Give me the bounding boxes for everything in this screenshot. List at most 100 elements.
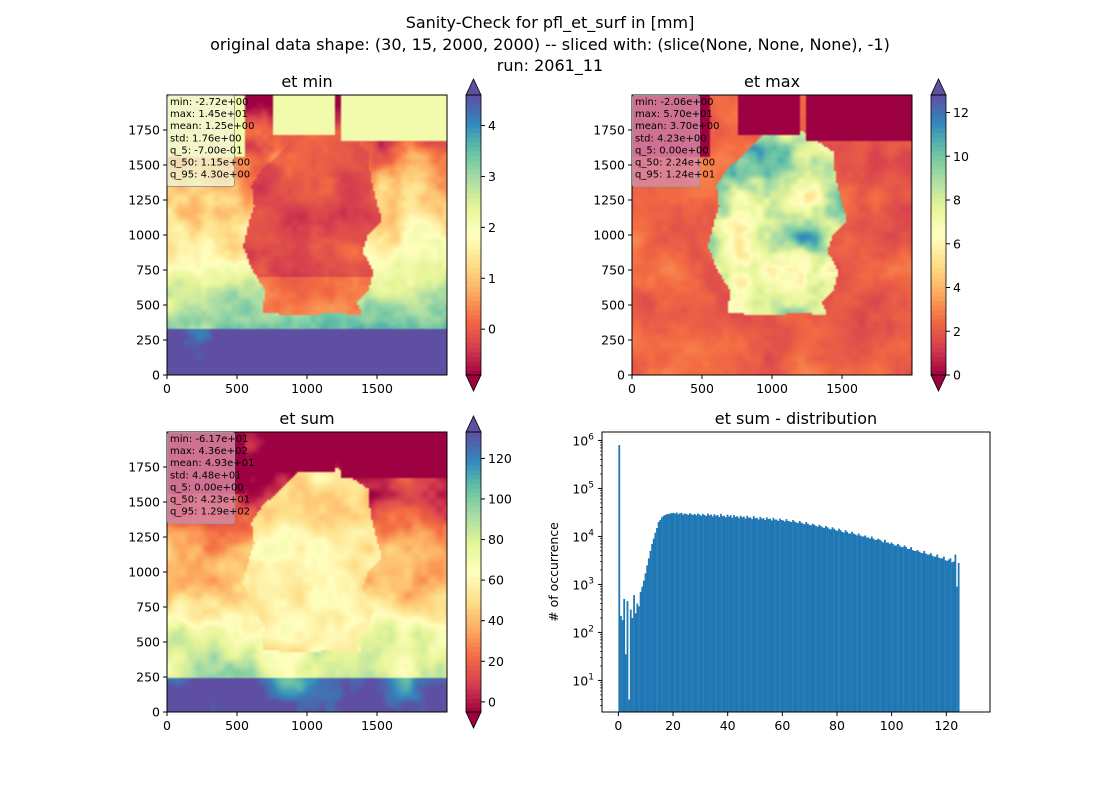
histogram-bar [644, 573, 647, 712]
histogram-bar [762, 518, 765, 712]
histogram-bar [759, 516, 762, 712]
et-min-colorbar-segment [466, 347, 481, 353]
histogram-bar [883, 539, 886, 712]
et-min-colorbar-segment [466, 361, 481, 367]
et-max-colorbar-segment [931, 99, 946, 105]
et-max-colorbar-segment [931, 216, 946, 222]
histogram-bar [710, 514, 712, 712]
histogram-bar [662, 515, 665, 712]
histogram-bar [906, 548, 909, 712]
histogram-bar [754, 518, 757, 712]
et-min-y-tick-label: 1500 [128, 158, 160, 173]
et-sum-x-tick-label: 1000 [291, 718, 323, 733]
histogram-bar [916, 550, 919, 712]
et-min-y-tick-label: 0 [152, 368, 160, 383]
et-max-colorbar-segment [931, 356, 946, 362]
et-max-colorbar-segment [931, 179, 946, 185]
histogram-bar [669, 513, 672, 712]
et-max-colorbar-segment [931, 109, 946, 115]
et-sum-stats-box-bg [167, 432, 235, 524]
et-min-colorbar-segment [466, 370, 481, 376]
et-sum-colorbar-segment [466, 530, 481, 536]
et-sum-colorbar-segment [466, 646, 481, 652]
et-sum-colorbar-segment [466, 576, 481, 582]
et-max-stat-line: q_5: 0.00e+00 [635, 145, 709, 156]
et-min-colorbar-segment [466, 309, 481, 315]
histogram-bar [769, 518, 772, 712]
et-min-colorbar-segment [466, 151, 481, 157]
et-min-colorbar-segment [466, 300, 481, 306]
histogram-bar [941, 558, 944, 712]
et-max-colorbar-segment [931, 347, 946, 353]
histogram-bar [642, 580, 645, 712]
et-max-colorbar-segment [931, 95, 946, 101]
et-min-colorbar-segment [466, 258, 481, 264]
histogram-bar [706, 513, 709, 712]
histogram-bar [767, 519, 770, 712]
histogram-bar [652, 538, 655, 712]
histogram-bar [729, 515, 732, 712]
distribution-y-tick-label: 105 [572, 480, 594, 496]
et-sum-colorbar-segment [466, 525, 481, 531]
histogram-bar [774, 519, 776, 712]
et-min-title: et min [281, 72, 332, 91]
histogram-bar [780, 520, 783, 712]
et-min-colorbar-segment [466, 127, 481, 133]
histogram-bar [639, 591, 642, 712]
et-sum-x-tick-label: 0 [163, 718, 171, 733]
et-sum-colorbar-extend-min [465, 711, 482, 729]
histogram-bar [806, 523, 809, 712]
et-sum-stat-line: mean: 4.93e+01 [170, 458, 254, 469]
histogram-bar [702, 513, 704, 712]
histogram-bar [679, 513, 681, 712]
et-max-colorbar-segment [931, 235, 946, 241]
histogram-bar [841, 531, 844, 712]
et-sum-colorbar-segment [466, 651, 481, 657]
histogram-bar [833, 528, 835, 712]
et-sum-colorbar-segment [466, 558, 481, 564]
histogram-bar [852, 533, 855, 712]
histogram-bar [757, 519, 760, 712]
histogram-bar [670, 513, 673, 712]
et-min-stat-line: mean: 1.25e+00 [170, 121, 254, 132]
histogram-bar [936, 554, 939, 712]
et-sum-y-tick-label: 250 [136, 670, 160, 685]
et-max-colorbar-segment [931, 253, 946, 259]
histogram-bar [844, 530, 847, 712]
et-sum-colorbar-segment [466, 665, 481, 671]
et-max-colorbar-segment [931, 328, 946, 334]
et-max-colorbar-tick-label: 4 [953, 280, 961, 295]
histogram-bar [738, 518, 740, 712]
et-max-colorbar-segment [931, 249, 946, 255]
histogram-bar [667, 513, 670, 712]
histogram-bar [818, 524, 821, 712]
histogram-bar [918, 551, 921, 712]
et-max-colorbar-tick-label: 6 [953, 236, 961, 251]
et-min-colorbar-segment [466, 319, 481, 325]
et-sum-colorbar-segment [466, 469, 481, 475]
et-min-colorbar-segment [466, 146, 481, 152]
et-max-colorbar-segment [931, 323, 946, 329]
et-sum-colorbar-segment [466, 436, 481, 442]
et-sum-colorbar-segment [466, 656, 481, 662]
histogram-bar [877, 538, 880, 712]
distribution-x-tick-label: 40 [720, 718, 736, 733]
et-min-colorbar-segment [466, 244, 481, 250]
et-sum-colorbar-segment [466, 693, 481, 699]
histogram-bar [859, 535, 862, 712]
et-sum-colorbar-segment [466, 562, 481, 568]
et-max-colorbar-segment [931, 137, 946, 143]
et-max-colorbar-segment [931, 141, 946, 147]
histogram-bar [872, 538, 875, 712]
et-min-colorbar-segment [466, 193, 481, 199]
histogram-bar [733, 514, 735, 712]
et-min-colorbar-tick-label: 0 [488, 322, 496, 337]
et-sum-colorbar-segment [466, 544, 481, 550]
et-min-x-tick-label: 1500 [361, 381, 393, 396]
histogram-bar [620, 616, 622, 712]
et-max-stats-box-bg [632, 95, 700, 187]
distribution-x-tick-label: 80 [829, 718, 845, 733]
et-min-colorbar-segment [466, 155, 481, 161]
histogram-bar [798, 520, 801, 712]
et-min-y-tick-label: 750 [136, 263, 160, 278]
